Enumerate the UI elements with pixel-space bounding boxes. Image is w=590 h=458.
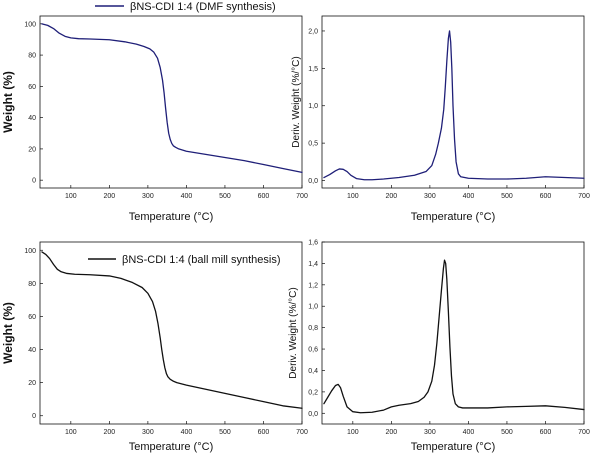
x-tick-label: 300 xyxy=(424,193,436,200)
x-tick-label: 600 xyxy=(540,429,552,436)
y-axis: 0,0 0,2 0,4 0,6 0,8 1,0 1,2 1,4 1,6 xyxy=(308,240,325,418)
x-tick-label: 100 xyxy=(347,429,359,436)
series-line xyxy=(41,23,303,174)
x-tick-label: 400 xyxy=(463,429,475,436)
y-tick-label: 0,0 xyxy=(308,411,318,418)
x-tick-label: 400 xyxy=(463,193,475,200)
y-axis-title: Deriv. Weight (%/°C) xyxy=(288,287,299,378)
y-tick-label: 0 xyxy=(32,413,36,420)
x-axis: 100 200 300 400 500 600 700 xyxy=(65,421,308,436)
x-tick-label: 700 xyxy=(296,429,308,436)
plot-frame xyxy=(321,15,585,189)
x-tick-label: 200 xyxy=(104,193,116,200)
y-tick-label: 1,6 xyxy=(308,240,318,247)
x-axis: 100 200 300 400 500 600 700 xyxy=(347,185,590,200)
x-axis: 100 200 300 400 500 600 700 xyxy=(347,421,590,436)
x-tick-label: 600 xyxy=(258,193,270,200)
y-tick-label: 0,2 xyxy=(308,389,318,396)
y-tick-label: 0,4 xyxy=(308,368,318,375)
y-axis-title: Weight (%) xyxy=(1,71,15,133)
x-tick-label: 100 xyxy=(347,193,359,200)
x-tick-label: 300 xyxy=(424,429,436,436)
x-tick-label: 500 xyxy=(219,429,231,436)
x-tick-label: 300 xyxy=(142,193,154,200)
legend-label: βNS-CDI 1:4 (DMF synthesis) xyxy=(130,1,276,13)
panel-dtg-dmf: 100 200 300 400 500 600 700 0,0 0,5 1,0 1,5 2,0 Te… xyxy=(291,15,590,223)
x-tick-label: 200 xyxy=(386,193,398,200)
y-tick-label: 0 xyxy=(32,178,36,185)
y-axis: 0 20 40 60 80 100 xyxy=(24,21,43,185)
y-tick-label: 100 xyxy=(24,248,36,255)
x-tick-label: 500 xyxy=(501,429,513,436)
panel-tga-dmf: 100 200 300 400 500 600 700 0 20 40 60 80 100 βNS-C… xyxy=(1,1,308,223)
plot-frame xyxy=(321,241,585,425)
y-tick-label: 0,8 xyxy=(308,325,318,332)
x-axis-title: Temperature (°C) xyxy=(129,441,213,453)
y-tick-label: 1,0 xyxy=(308,103,318,110)
y-tick-label: 20 xyxy=(28,146,36,153)
y-axis: 0,0 0,5 1,0 1,5 2,0 xyxy=(308,28,325,185)
x-tick-label: 300 xyxy=(142,429,154,436)
x-tick-label: 700 xyxy=(296,193,308,200)
plot-frame xyxy=(39,15,303,189)
x-tick-label: 200 xyxy=(104,429,116,436)
panel-tga-ballmill: 100 200 300 400 500 600 700 0 20 40 60 80 100 βNS-C… xyxy=(1,241,308,453)
y-tick-label: 40 xyxy=(28,347,36,354)
y-tick-label: 2,0 xyxy=(308,28,318,35)
x-tick-label: 500 xyxy=(501,193,513,200)
y-tick-label: 60 xyxy=(28,314,36,321)
x-tick-label: 700 xyxy=(578,193,590,200)
y-tick-label: 60 xyxy=(28,84,36,91)
x-tick-label: 600 xyxy=(540,193,552,200)
x-axis-title: Temperature (°C) xyxy=(411,211,495,223)
legend-label: βNS-CDI 1:4 (ball mill synthesis) xyxy=(122,254,281,266)
y-axis-title: Weight (%) xyxy=(1,302,15,364)
x-tick-label: 500 xyxy=(219,193,231,200)
y-tick-label: 80 xyxy=(28,281,36,288)
x-axis: 100 200 300 400 500 600 700 xyxy=(65,185,308,200)
panel-dtg-ballmill: 100 200 300 400 500 600 700 0,0 0,2 0,4 0,6 0,8 1,0… xyxy=(288,240,590,454)
y-tick-label: 0,5 xyxy=(308,141,318,148)
x-tick-label: 100 xyxy=(65,429,77,436)
y-tick-label: 0,6 xyxy=(308,347,318,354)
x-tick-label: 400 xyxy=(181,193,193,200)
x-axis-title: Temperature (°C) xyxy=(411,441,495,453)
series-line xyxy=(323,30,585,181)
y-tick-label: 40 xyxy=(28,115,36,122)
y-tick-label: 20 xyxy=(28,380,36,387)
series-line xyxy=(323,259,585,414)
x-tick-label: 700 xyxy=(578,429,590,436)
x-axis-title: Temperature (°C) xyxy=(129,211,213,223)
x-tick-label: 200 xyxy=(386,429,398,436)
y-tick-label: 1,5 xyxy=(308,66,318,73)
x-tick-label: 600 xyxy=(258,429,270,436)
y-tick-label: 1,0 xyxy=(308,304,318,311)
y-tick-label: 80 xyxy=(28,53,36,60)
y-tick-label: 1,2 xyxy=(308,282,318,289)
y-axis: 0 20 40 60 80 100 xyxy=(24,248,43,420)
y-tick-label: 100 xyxy=(24,21,36,28)
y-axis-title: Deriv. Weight (%/°C) xyxy=(291,56,302,147)
series-line xyxy=(41,251,303,409)
x-tick-label: 400 xyxy=(181,429,193,436)
y-tick-label: 1,4 xyxy=(308,261,318,268)
y-tick-label: 0,0 xyxy=(308,178,318,185)
x-tick-label: 100 xyxy=(65,193,77,200)
plot-frame xyxy=(39,241,303,425)
